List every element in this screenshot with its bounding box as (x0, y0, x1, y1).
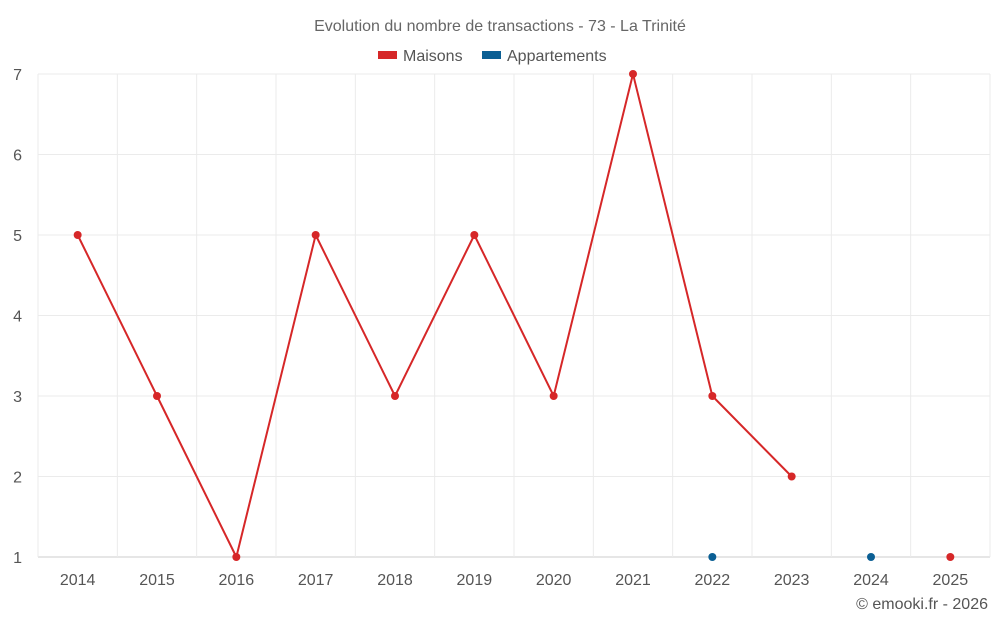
y-tick-label: 3 (13, 389, 22, 406)
data-point-maisons-2025[interactable] (946, 553, 955, 561)
data-point-maisons-2022[interactable] (708, 392, 717, 400)
data-point-maisons-2017[interactable] (311, 231, 320, 239)
data-point-maisons-2020[interactable] (549, 392, 558, 400)
plot-area (73, 70, 955, 561)
y-axis: 1 2 3 4 5 6 7 (13, 67, 22, 567)
legend-swatch-maisons (378, 51, 397, 59)
y-tick-label: 1 (13, 550, 22, 567)
y-tick-label: 2 (13, 470, 22, 487)
x-axis: 2014 2015 2016 2017 2018 2019 2020 2021 2022 2023… (60, 572, 968, 589)
legend-label-maisons[interactable]: Maisons (403, 48, 463, 65)
series-line-maisons (76, 73, 793, 558)
data-point-maisons-2015[interactable] (153, 392, 161, 400)
data-point-maisons-2016[interactable] (232, 553, 241, 561)
legend-label-appartements[interactable]: Appartements (507, 48, 607, 65)
data-point-maisons-2021[interactable] (629, 70, 637, 78)
x-tick-label: 2020 (536, 572, 572, 589)
credit-text: © emooki.fr - 2026 (856, 596, 988, 613)
x-tick-label: 2015 (139, 572, 175, 589)
data-point-appartements-2022[interactable] (708, 553, 717, 561)
x-tick-label: 2016 (219, 572, 255, 589)
data-point-maisons-2019[interactable] (470, 231, 479, 239)
legend[interactable]: Maisons Appartements (378, 48, 607, 65)
y-tick-label: 5 (13, 228, 22, 245)
x-tick-label: 2024 (853, 572, 889, 589)
y-tick-label: 6 (13, 148, 22, 165)
x-tick-label: 2023 (774, 572, 810, 589)
data-point-maisons-2018[interactable] (391, 392, 399, 400)
x-tick-label: 2017 (298, 572, 334, 589)
x-tick-label: 2021 (615, 572, 651, 589)
data-point-maisons-2023[interactable] (787, 472, 796, 481)
x-tick-label: 2022 (695, 572, 731, 589)
x-tick-label: 2018 (377, 572, 413, 589)
legend-swatch-appartements (482, 51, 501, 59)
chart-title: Evolution du nombre de transactions - 73… (314, 18, 686, 35)
data-point-appartements-2024[interactable] (867, 553, 875, 561)
x-tick-label: 2025 (933, 572, 969, 589)
x-tick-label: 2014 (60, 572, 96, 589)
y-tick-label: 7 (13, 67, 22, 84)
y-tick-label: 4 (13, 309, 22, 326)
data-point-maisons-2014[interactable] (73, 231, 82, 239)
x-tick-label: 2019 (457, 572, 493, 589)
